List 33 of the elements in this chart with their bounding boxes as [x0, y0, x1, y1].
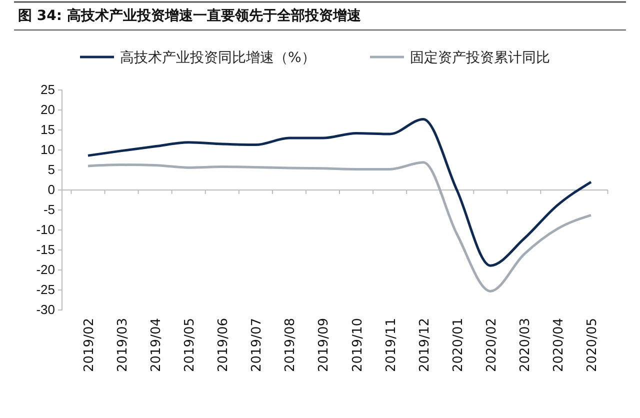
- chart-title: 图 34: 高技术产业投资增速一直要领先于全部投资增速: [18, 7, 362, 24]
- x-tick-label: 2019/04: [149, 318, 164, 372]
- line-series: [86, 118, 592, 267]
- legend-label: 固定资产投资累计同比: [410, 50, 550, 66]
- y-tick-label: 10: [40, 142, 55, 158]
- x-tick-label: 2019/09: [316, 318, 332, 372]
- x-tick-label: 2019/03: [116, 318, 131, 372]
- x-tick-label: 2019/02: [82, 318, 97, 372]
- y-tick-label: 15: [40, 122, 55, 138]
- x-tick-label: 2020/03: [518, 318, 533, 372]
- y-tick-label: -20: [36, 262, 55, 278]
- x-tick-label: 2019/08: [283, 318, 298, 372]
- x-tick-label: 2019/10: [350, 318, 366, 372]
- y-tick-label: -15: [36, 242, 55, 258]
- x-tick-label: 2019/07: [250, 318, 265, 372]
- line-series: [86, 161, 592, 292]
- y-tick-label: -30: [36, 302, 55, 318]
- y-tick-label: 25: [40, 82, 55, 98]
- y-tick-label: 5: [48, 162, 55, 178]
- y-tick-label: -25: [36, 282, 55, 298]
- x-tick-label: 2019/06: [216, 318, 232, 372]
- x-tick-label: 2020/05: [585, 318, 600, 372]
- x-tick-label: 2019/11: [384, 318, 399, 372]
- y-tick-label: -10: [36, 222, 55, 238]
- legend-label: 高技术产业投资同比增速（%）: [120, 50, 316, 66]
- y-tick-label: 0: [48, 182, 55, 198]
- x-tick-label: 2019/05: [182, 318, 198, 372]
- y-tick-label: -5: [43, 202, 55, 218]
- x-tick-label: 2020/02: [484, 318, 500, 372]
- y-tick-label: 20: [40, 102, 55, 118]
- x-tick-label: 2020/04: [551, 318, 566, 372]
- x-tick-label: 2020/01: [450, 318, 466, 372]
- x-tick-label: 2019/12: [417, 318, 432, 372]
